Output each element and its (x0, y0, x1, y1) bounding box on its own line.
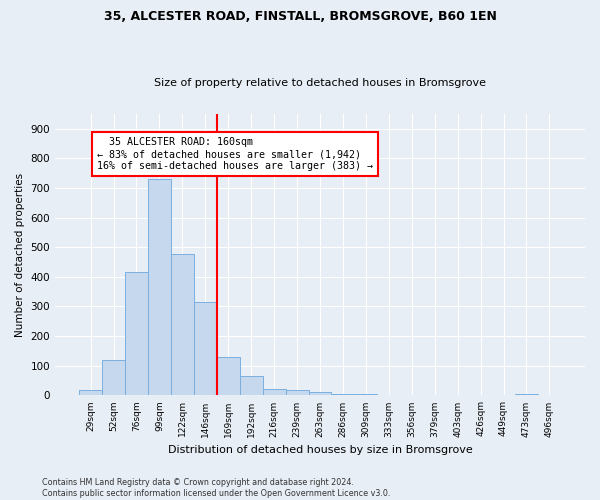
Bar (286, 390, 308, 396)
Bar (125, 272, 148, 396)
Y-axis label: Number of detached properties: Number of detached properties (15, 172, 25, 336)
Bar (171, 254, 194, 396)
X-axis label: Distribution of detached houses by size in Bromsgrove: Distribution of detached houses by size … (167, 445, 472, 455)
Bar (194, 302, 217, 396)
Text: 35, ALCESTER ROAD, FINSTALL, BROMSGROVE, B60 1EN: 35, ALCESTER ROAD, FINSTALL, BROMSGROVE,… (104, 10, 496, 23)
Bar (331, 394, 355, 396)
Bar (240, 376, 263, 396)
Bar (355, 394, 377, 396)
Bar (377, 394, 400, 396)
Bar (79, 390, 102, 396)
Bar (308, 392, 331, 396)
Bar (400, 394, 423, 396)
Bar (102, 360, 125, 396)
Bar (148, 179, 171, 396)
Title: Size of property relative to detached houses in Bromsgrove: Size of property relative to detached ho… (154, 78, 486, 88)
Text: Contains HM Land Registry data © Crown copyright and database right 2024.
Contai: Contains HM Land Registry data © Crown c… (42, 478, 391, 498)
Bar (263, 389, 286, 396)
Bar (217, 357, 240, 396)
Text: 35 ALCESTER ROAD: 160sqm  
← 83% of detached houses are smaller (1,942)
16% of s: 35 ALCESTER ROAD: 160sqm ← 83% of detach… (97, 138, 373, 170)
Bar (515, 394, 538, 396)
